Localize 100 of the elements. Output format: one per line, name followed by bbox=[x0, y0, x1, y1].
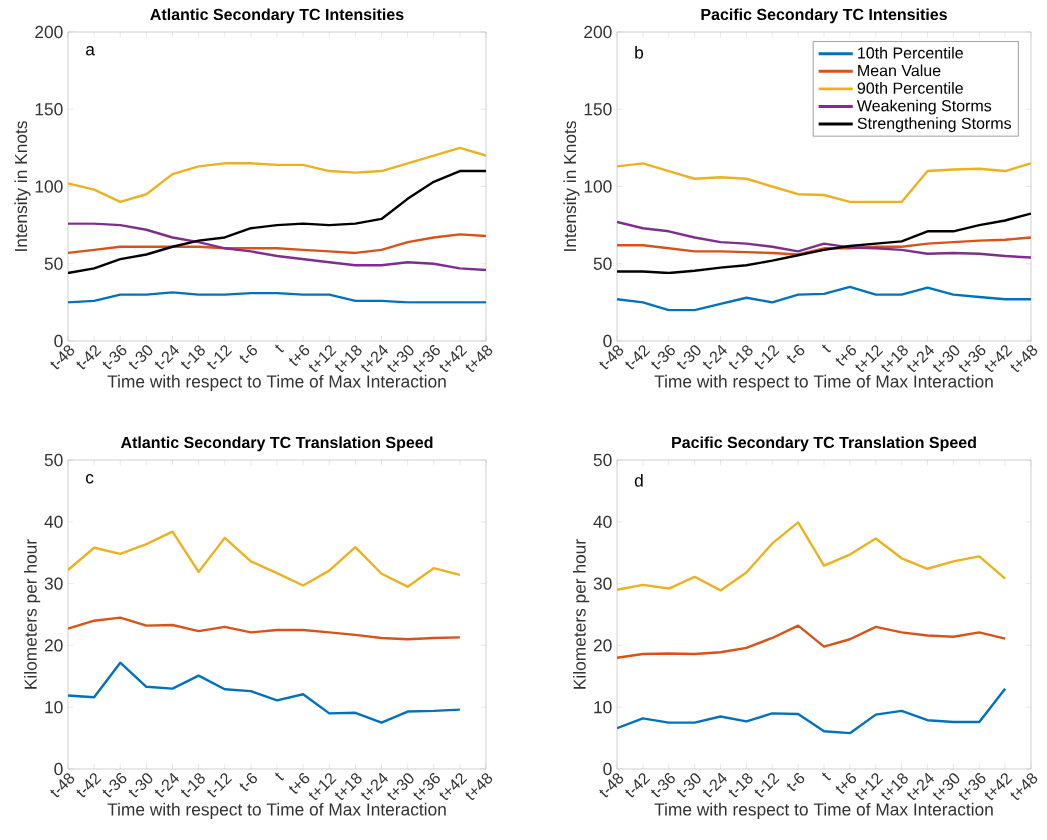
x-tick-label: t+6 bbox=[835, 345, 857, 366]
y-tick-label: 50 bbox=[593, 453, 612, 467]
x-tick-label: t bbox=[275, 344, 285, 353]
x-tick-label: t bbox=[822, 344, 832, 353]
line-series bbox=[68, 146, 486, 204]
x-tick-label: t-18 bbox=[180, 345, 205, 370]
x-tick-label: t-30 bbox=[676, 773, 701, 798]
x-axis-title: Time with respect to Time of Max Interaction bbox=[654, 802, 993, 820]
x-tick-label: t-42 bbox=[625, 773, 651, 798]
x-tick-label: t-12 bbox=[207, 345, 233, 370]
y-tick-label: 150 bbox=[35, 103, 63, 116]
annotation: b bbox=[635, 45, 644, 59]
legend-label: Weakening Storms bbox=[856, 99, 992, 115]
x-tick-label: t+12 bbox=[855, 345, 884, 373]
annotation: d bbox=[634, 473, 643, 487]
y-tick-label: 20 bbox=[593, 639, 612, 652]
line-series bbox=[617, 220, 1031, 259]
y-tick-label: 100 bbox=[35, 180, 63, 193]
line-series bbox=[617, 521, 1007, 592]
x-tick-label: t-24 bbox=[154, 344, 179, 370]
x-tick-label: t+24 bbox=[906, 344, 934, 373]
line-series bbox=[68, 169, 486, 275]
y-axis-title: Kilometers per hour bbox=[24, 539, 41, 689]
x-tick-label: t+12 bbox=[855, 773, 884, 801]
line-series bbox=[617, 624, 1007, 659]
x-tick-label: t-30 bbox=[676, 345, 701, 370]
y-tick-label: 40 bbox=[593, 515, 612, 528]
x-tick-label: t-42 bbox=[76, 773, 102, 798]
x-tick-label: t-42 bbox=[625, 345, 651, 370]
x-tick-label: t-12 bbox=[754, 773, 780, 798]
annotation: a bbox=[85, 45, 95, 56]
x-tick-label: t+18 bbox=[881, 773, 908, 801]
chart-title: Pacific Secondary TC Translation Speed bbox=[672, 436, 976, 452]
x-axis-title: Time with respect to Time of Max Interaction bbox=[107, 374, 446, 392]
line-series bbox=[68, 661, 462, 724]
x-tick-label: t+30 bbox=[932, 345, 960, 373]
x-tick-label: t+36 bbox=[413, 345, 440, 373]
y-tick-label: 100 bbox=[584, 180, 612, 193]
x-tick-label: t-24 bbox=[154, 772, 179, 798]
x-tick-label: t-30 bbox=[128, 773, 153, 798]
line-series bbox=[68, 530, 462, 588]
y-tick-label: 200 bbox=[584, 25, 612, 39]
x-tick-label: t+48 bbox=[465, 773, 493, 801]
x-axis-title: Time with respect to Time of Max Interaction bbox=[107, 802, 446, 820]
chart-title: Pacific Secondary TC Intensities bbox=[701, 8, 947, 24]
y-tick-label: 20 bbox=[44, 639, 63, 652]
y-tick-label: 200 bbox=[35, 25, 63, 39]
y-tick-label: 30 bbox=[593, 577, 612, 590]
x-tick-label: t+24 bbox=[360, 772, 388, 801]
x-tick-label: t-18 bbox=[728, 773, 753, 798]
x-tick-label: t-30 bbox=[128, 345, 153, 370]
x-tick-label: t+18 bbox=[334, 773, 362, 801]
x-tick-label: t+12 bbox=[308, 345, 337, 373]
y-axis-title: Intensity in Knots bbox=[563, 121, 580, 251]
x-tick-label: t+42 bbox=[439, 345, 468, 373]
x-tick-label: t-6 bbox=[786, 773, 805, 791]
x-tick-label: t+6 bbox=[835, 773, 857, 794]
annotation: c bbox=[85, 473, 94, 484]
legend-label: Strengthening Storms bbox=[857, 117, 1012, 133]
x-tick-label: t-36 bbox=[651, 345, 675, 370]
x-tick-label: t+30 bbox=[387, 345, 414, 373]
x-tick-label: t-42 bbox=[76, 345, 102, 370]
x-tick-label: t-12 bbox=[207, 773, 233, 798]
x-tick-label: t-36 bbox=[102, 773, 127, 798]
line-series bbox=[617, 212, 1031, 275]
chart-title: Atlantic Secondary TC Translation Speed bbox=[120, 436, 433, 452]
x-tick-label: t+24 bbox=[906, 772, 934, 801]
x-tick-label: t+18 bbox=[334, 345, 362, 373]
x-tick-label: t+36 bbox=[958, 345, 986, 373]
x-tick-label: t+18 bbox=[881, 345, 908, 373]
x-tick-label: t-6 bbox=[239, 345, 257, 363]
chart-title: Atlantic Secondary TC Intensities bbox=[150, 8, 404, 24]
line-series bbox=[617, 687, 1007, 735]
x-tick-label: t+12 bbox=[308, 773, 337, 801]
x-tick-label: t-18 bbox=[180, 773, 205, 798]
legend-label: 90th Percentile bbox=[857, 82, 963, 94]
x-tick-label: t bbox=[822, 772, 832, 781]
x-tick-label: t-36 bbox=[102, 345, 127, 370]
y-tick-label: 50 bbox=[44, 257, 63, 270]
x-tick-label: t+36 bbox=[413, 773, 440, 801]
x-tick-label: t-6 bbox=[786, 345, 805, 363]
x-tick-label: t+6 bbox=[288, 773, 310, 794]
line-series bbox=[617, 285, 1031, 312]
x-tick-label: t+30 bbox=[387, 773, 414, 801]
x-tick-label: t-36 bbox=[651, 773, 675, 798]
x-tick-label: t+30 bbox=[932, 773, 960, 801]
x-tick-label: t-12 bbox=[754, 345, 780, 370]
y-tick-label: 30 bbox=[44, 577, 63, 590]
y-axis-title: Kilometers per hour bbox=[573, 539, 590, 689]
x-tick-label: t+36 bbox=[958, 773, 986, 801]
x-tick-label: t+48 bbox=[465, 345, 493, 373]
x-tick-label: t-18 bbox=[728, 345, 753, 370]
y-tick-label: 50 bbox=[593, 257, 612, 270]
x-tick-label: t-24 bbox=[702, 772, 727, 798]
y-tick-label: 10 bbox=[45, 701, 63, 714]
y-tick-label: 50 bbox=[44, 453, 63, 467]
legend-label: Mean Value bbox=[858, 64, 941, 77]
x-tick-label: t+42 bbox=[439, 773, 468, 801]
x-tick-label: t bbox=[275, 772, 285, 781]
line-series bbox=[617, 236, 1031, 256]
